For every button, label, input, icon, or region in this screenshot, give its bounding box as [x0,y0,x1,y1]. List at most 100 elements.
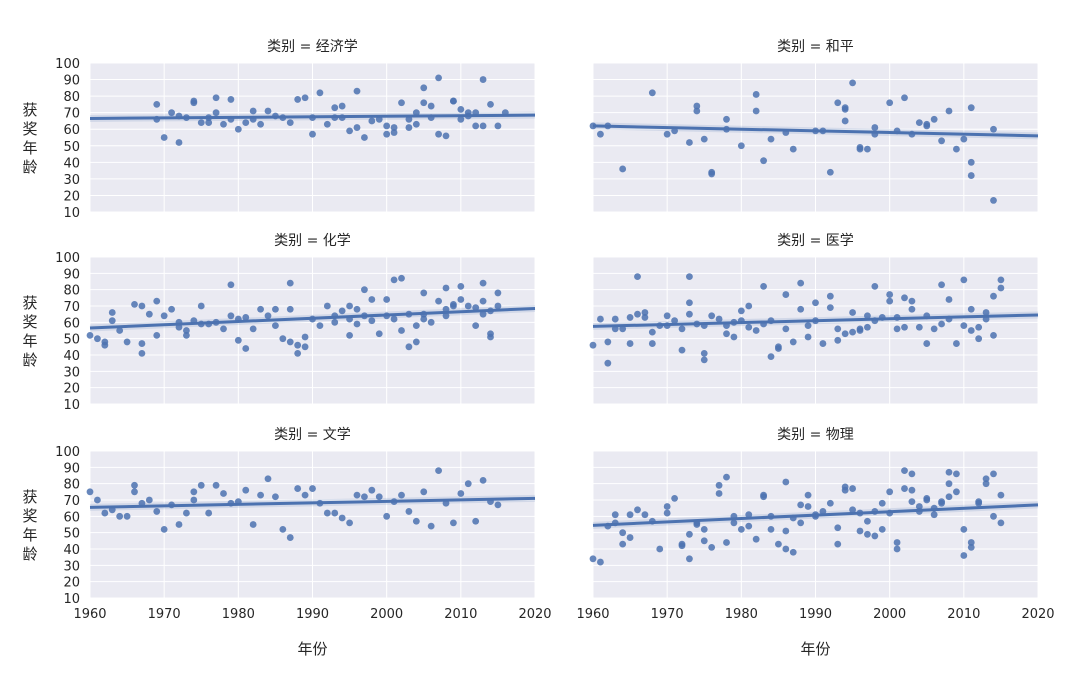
data-point [398,99,405,107]
data-point [94,496,101,504]
data-point [611,511,619,519]
data-point [700,526,708,533]
data-point [834,524,842,532]
y-tick-label: 20 [63,576,80,591]
y-axis-label-char: 获 [22,488,37,506]
data-point [708,312,716,320]
data-point [760,283,767,290]
data-point [131,481,138,489]
data-point [752,535,760,543]
data-point [953,488,960,496]
data-point [715,315,723,323]
data-point [834,99,842,107]
y-axis-label: 获奖年龄 [22,101,37,176]
data-point [663,312,671,320]
data-point [953,145,960,153]
data-point [257,120,264,128]
y-tick-label: 10 [63,592,80,607]
data-point [663,130,671,138]
panel-title: 类别 = 经济学 [267,39,358,55]
x-tick-label: 2020 [518,607,551,622]
data-point [205,509,213,517]
x-tick-label: 1960 [73,607,106,622]
data-point [131,488,138,496]
data-point [487,100,494,108]
x-tick-label: 1960 [576,607,609,622]
data-point [745,323,753,331]
data-point [871,532,879,540]
data-point [153,297,161,305]
data-point [782,527,790,535]
data-point [383,296,391,303]
data-point [405,124,413,131]
data-point [804,322,812,329]
data-point [767,526,775,533]
y-tick-label: 50 [63,140,80,155]
data-point [997,276,1005,284]
data-point [671,494,678,502]
x-axis-label: 年份 [800,640,830,658]
data-point [826,168,834,176]
data-point [686,139,693,146]
data-point [479,122,487,130]
data-point [323,120,331,128]
data-point [975,323,983,331]
data-point [190,496,198,504]
data-point [789,548,797,556]
data-point [723,115,730,123]
data-point [715,490,723,497]
data-point [864,145,871,153]
y-tick-label: 40 [63,543,80,558]
data-point [663,503,671,510]
y-tick-label: 100 [55,251,80,266]
data-point [435,130,442,138]
y-axis-label-char: 奖 [22,313,37,331]
data-point [398,327,405,334]
data-point [960,526,968,533]
y-axis-label-char: 获 [22,101,37,119]
data-point [450,97,457,105]
data-point [967,543,975,551]
data-point [420,84,428,92]
data-point [967,158,975,166]
y-axis-label-char: 奖 [22,120,37,138]
data-point [752,91,760,98]
data-point [494,302,502,310]
regression-line [592,124,1039,138]
data-point [678,540,686,548]
data-point [442,284,450,292]
x-tick-label: 1970 [651,607,684,622]
data-point [331,509,339,517]
data-point [930,115,938,123]
y-tick-label: 80 [63,90,80,105]
data-point [782,291,790,298]
data-point [663,509,671,517]
data-point [797,519,805,527]
data-point [841,105,849,113]
data-point [286,305,294,313]
data-point [945,493,953,501]
data-point [249,325,257,333]
data-point [693,102,701,110]
data-point [745,511,753,519]
data-point [686,310,693,318]
y-axis-label-char: 奖 [22,507,37,525]
data-point [457,296,465,303]
y-tick-label: 80 [63,478,80,493]
y-tick-label: 80 [63,284,80,299]
data-point [323,509,331,517]
data-point [383,512,391,520]
data-point [479,279,487,287]
x-tick-label: 2010 [947,607,980,622]
data-point [494,122,502,130]
data-point [420,488,428,496]
data-point [782,478,790,486]
data-point [138,349,146,357]
data-point [982,309,990,316]
data-point [116,512,124,520]
data-point [160,312,168,320]
data-point [723,473,730,481]
x-axis-label: 年份 [297,640,327,658]
data-point [737,307,745,315]
data-point [183,327,190,334]
